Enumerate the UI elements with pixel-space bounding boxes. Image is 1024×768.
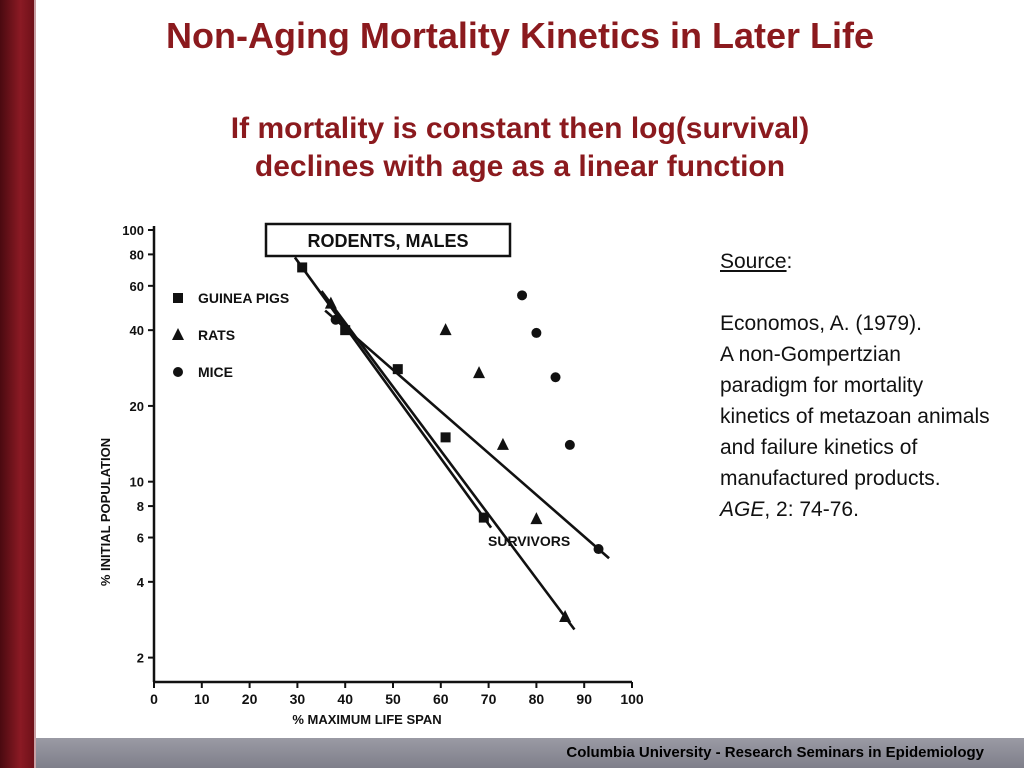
rats-point — [439, 323, 452, 336]
y-tick-label: 80 — [130, 247, 144, 262]
chart-title-box — [264, 222, 512, 258]
mice-line — [324, 309, 610, 560]
x-tick-label: 90 — [576, 691, 592, 707]
series-points — [297, 262, 604, 622]
guinea-pigs-point — [440, 432, 451, 443]
x-tick-label: 40 — [337, 691, 353, 707]
rats-line — [320, 290, 576, 631]
y-tick-label: 40 — [130, 323, 144, 338]
y-axis-label: % INITIAL POPULATION — [98, 438, 113, 586]
x-tick-label: 0 — [150, 691, 158, 707]
source-colon: : — [786, 250, 793, 273]
mice-point — [550, 372, 561, 383]
rats-legend-marker — [172, 328, 184, 340]
x-tick-label: 30 — [290, 691, 306, 707]
y-tick-label: 20 — [130, 399, 144, 414]
slide-title: Non-Aging Mortality Kinetics in Later Li… — [165, 15, 875, 56]
x-tick-label: 20 — [242, 691, 258, 707]
y-tick-label: 10 — [130, 475, 144, 490]
citation-line-2: A non-Gompertzian paradigm for mortality… — [720, 343, 990, 490]
rats-point — [473, 366, 486, 379]
rats-point — [496, 437, 509, 450]
source-gap — [720, 277, 990, 308]
survivors-annotation: SURVIVORS — [488, 533, 570, 549]
x-ticks: 0 10 20 30 40 50 60 70 80 90 100 — [150, 682, 644, 707]
y-tick-label: 6 — [137, 531, 144, 546]
y-tick-label: 100 — [122, 223, 144, 238]
mice-point — [330, 314, 341, 325]
y-ticks: 2 4 6 8 10 20 40 60 80 100 — [122, 223, 154, 666]
y-tick-label: 2 — [137, 651, 144, 666]
guinea-pigs-legend-label: GUINEA PIGS — [198, 290, 289, 306]
mice-legend-label: MICE — [198, 364, 233, 380]
x-tick-label: 10 — [194, 691, 210, 707]
y-tick-label: 4 — [137, 575, 145, 590]
source-label: Source — [720, 250, 787, 273]
footer-text: Columbia University - Research Seminars … — [566, 744, 984, 761]
x-tick-label: 80 — [529, 691, 545, 707]
mice-point — [531, 327, 542, 338]
guinea-pigs-point — [297, 262, 308, 273]
rats-point — [559, 609, 572, 622]
chart-svg: 2 4 6 8 10 20 40 60 80 100 0 10 20 30 40 50 60 70 80 90 100… — [98, 222, 644, 727]
chart-title: RODENTS, MALES — [307, 231, 468, 251]
x-tick-label: 50 — [385, 691, 401, 707]
guinea-pigs-line — [293, 256, 493, 529]
source-block: Source: Economos, A. (1979). A non-Gompe… — [720, 246, 990, 525]
chart-legend: GUINEA PIGS RATS MICE — [172, 290, 289, 380]
guinea-pigs-point — [478, 512, 489, 523]
mice-legend-marker — [173, 367, 183, 377]
left-accent-edge — [34, 0, 36, 768]
rats-point — [324, 296, 337, 309]
rats-legend-label: RATS — [198, 327, 235, 343]
series-lines — [293, 256, 610, 631]
x-axis-label: % MAXIMUM LIFE SPAN — [292, 712, 441, 727]
guinea-pigs-legend-marker — [173, 293, 183, 303]
survival-chart: 2 4 6 8 10 20 40 60 80 100 0 10 20 30 40 50 60 70 80 90 100… — [66, 212, 650, 736]
y-tick-label: 60 — [130, 279, 144, 294]
mice-point — [517, 290, 528, 301]
citation-volume-pages: , 2: 74-76. — [764, 498, 859, 521]
x-tick-label: 70 — [481, 691, 497, 707]
x-tick-label: 60 — [433, 691, 449, 707]
subtitle-line-2: declines with age as a linear function — [254, 150, 786, 183]
y-tick-label: 8 — [137, 499, 144, 514]
guinea-pigs-point — [340, 325, 351, 336]
subtitle-line-1: If mortality is constant then log(surviv… — [230, 112, 810, 145]
rats-point — [530, 512, 543, 525]
left-accent-bar — [0, 0, 34, 768]
citation-journal: AGE — [720, 498, 765, 521]
mice-point — [564, 439, 575, 450]
citation-line-1: Economos, A. (1979). — [720, 312, 922, 335]
guinea-pigs-point — [392, 364, 403, 375]
mice-point — [593, 544, 604, 555]
footer-bar: Columbia University - Research Seminars … — [36, 738, 1024, 768]
x-tick-label: 100 — [620, 691, 644, 707]
slide-subtitle: If mortality is constant then log(surviv… — [60, 110, 980, 186]
